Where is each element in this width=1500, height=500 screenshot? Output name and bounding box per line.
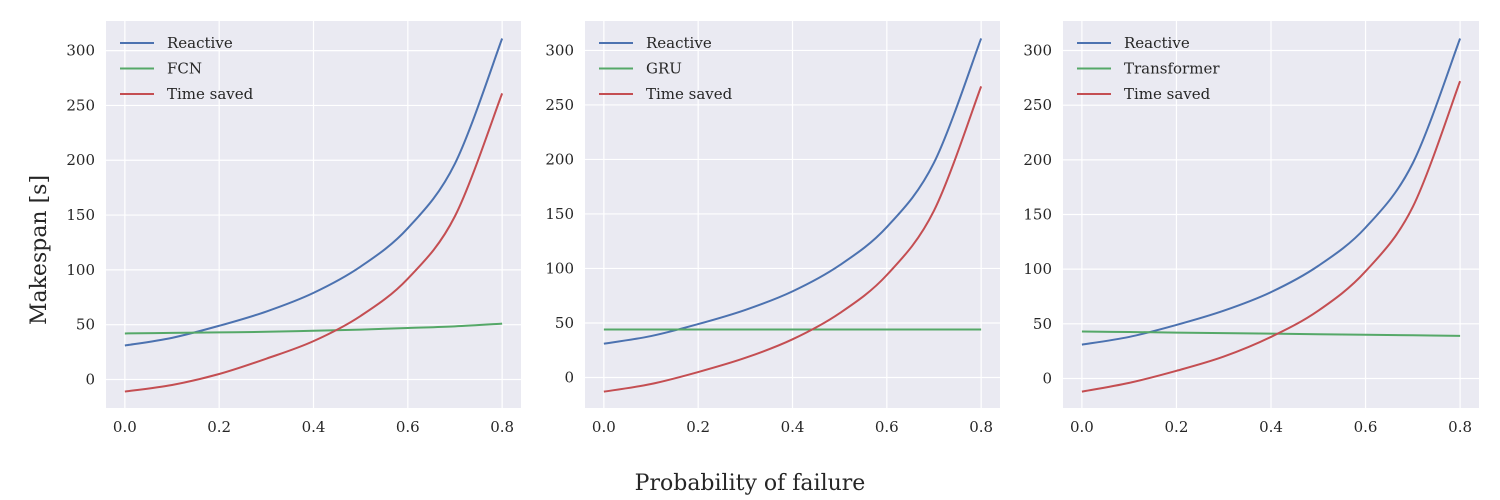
x-tick-label: 0.8: [1448, 418, 1472, 436]
y-tick-label: 0: [85, 370, 95, 388]
x-tick-label: 0.2: [686, 418, 710, 436]
legend-entry: Time saved: [646, 85, 733, 103]
y-tick-label: 150: [1023, 206, 1052, 224]
legend: Reactive Transformer Time saved: [1077, 34, 1220, 103]
y-tick-label: 50: [76, 316, 95, 334]
x-axis-label: Probability of failure: [635, 471, 866, 496]
legend-entry: Transformer: [1124, 60, 1220, 78]
y-tick-label: 200: [545, 150, 574, 168]
x-tick-label: 0.4: [1259, 418, 1283, 436]
x-tick-label: 0.6: [875, 418, 899, 436]
series-line-time-saved: [1081, 80, 1462, 393]
y-axis-label: Makespan [s]: [27, 175, 52, 325]
series-line-transformer: [1081, 330, 1461, 337]
x-tick-label: 0.2: [1165, 418, 1189, 436]
y-tick-label: 250: [66, 96, 95, 114]
y-tick-label: 150: [66, 206, 95, 224]
series-line-time-saved: [603, 86, 983, 393]
x-tick-label: 0.0: [113, 418, 137, 436]
x-tick-label: 0.8: [969, 418, 993, 436]
legend: Reactive GRU Time saved: [599, 34, 733, 103]
x-tick-label: 0.4: [302, 418, 326, 436]
x-tick-label: 0.4: [781, 418, 805, 436]
y-tick-label: 100: [545, 259, 574, 277]
y-tick-label: 100: [1023, 260, 1052, 278]
legend-entry: GRU: [646, 60, 682, 78]
y-tick-label: 0: [564, 368, 574, 386]
y-tick-label: 300: [545, 41, 574, 59]
y-tick-label: 250: [1023, 96, 1052, 114]
panel-3: 0.0 0.2 0.4 0.6 0.8 0 50 100 150 200 250 300 Reactiv…: [1023, 21, 1479, 436]
panel-2: 0.0 0.2 0.4 0.6 0.8 0 50 100 150 200 250 300 Reactiv…: [545, 21, 1000, 436]
series-line-time-saved: [124, 93, 504, 393]
legend-entry: Reactive: [646, 34, 712, 52]
y-tick-label: 50: [1033, 315, 1052, 333]
panel-1: 0.0 0.2 0.4 0.6 0.8 0 50 100 150 200 250 300 Reactiv…: [66, 21, 521, 436]
x-tick-label: 0.8: [490, 418, 514, 436]
legend-entry: Time saved: [1124, 85, 1211, 103]
x-tick-label: 0.0: [592, 418, 616, 436]
y-tick-label: 50: [555, 314, 574, 332]
y-tick-label: 100: [66, 261, 95, 279]
x-tick-label: 0.6: [396, 418, 420, 436]
y-tick-label: 200: [1023, 151, 1052, 169]
x-tick-label: 0.0: [1070, 418, 1094, 436]
y-tick-label: 0: [1042, 369, 1052, 387]
y-tick-label: 150: [545, 205, 574, 223]
legend-entry: Time saved: [167, 85, 254, 103]
legend-entry: Reactive: [167, 34, 233, 52]
y-tick-label: 250: [545, 96, 574, 114]
x-tick-label: 0.2: [207, 418, 231, 436]
legend-entry: FCN: [167, 60, 202, 78]
y-tick-label: 300: [66, 42, 95, 60]
y-tick-label: 300: [1023, 42, 1052, 60]
panels: 0.0 0.2 0.4 0.6 0.8 0 50 100 150 200 250 300 Reactiv…: [66, 21, 1479, 436]
series-line-reactive: [603, 38, 983, 345]
series-line-fcn: [124, 322, 503, 335]
legend-entry: Reactive: [1124, 34, 1190, 52]
legend: Reactive FCN Time saved: [120, 34, 254, 103]
x-tick-label: 0.6: [1354, 418, 1378, 436]
y-tick-label: 200: [66, 151, 95, 169]
